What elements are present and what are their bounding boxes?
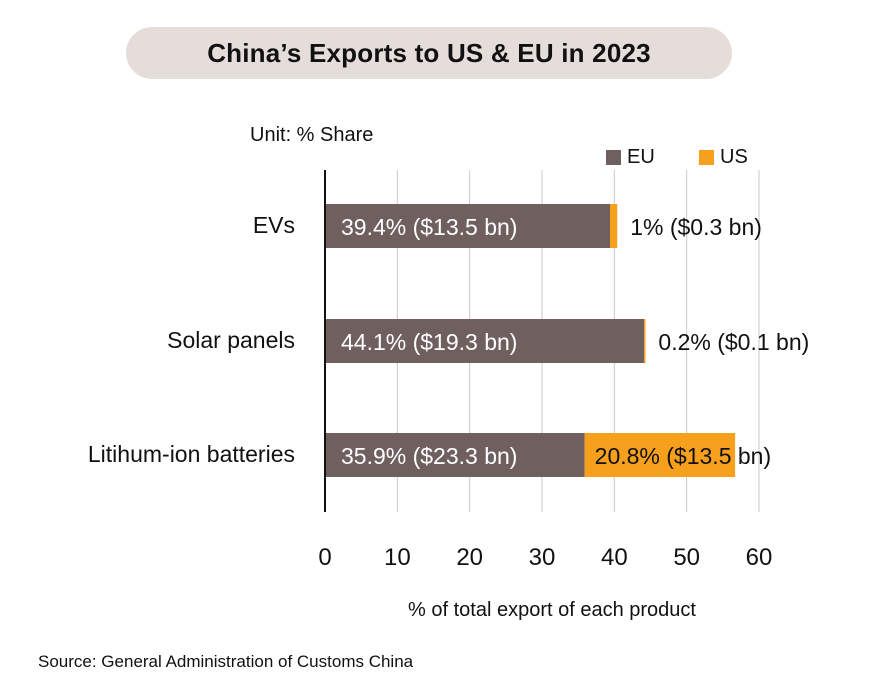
x-axis-label: % of total export of each product xyxy=(408,599,696,621)
bar-us xyxy=(584,433,736,477)
x-tick-label: 20 xyxy=(456,544,483,571)
legend-swatch-us xyxy=(699,150,714,165)
us-data-label: 1% ($0.3 bn) xyxy=(630,214,762,240)
eu-data-label: 35.9% ($23.3 bn) xyxy=(341,443,517,469)
legend-label-us: US xyxy=(720,146,748,168)
chart-title: China’s Exports to US & EU in 2023 xyxy=(207,37,651,68)
legend-swatch-eu xyxy=(606,150,621,165)
bar-us xyxy=(643,319,646,363)
us-data-label: 20.8% ($13.5 bn) xyxy=(595,443,771,469)
x-tick-label: 10 xyxy=(384,544,411,571)
unit-label: Unit: % Share xyxy=(250,124,374,146)
category-label: Litihum-ion batteries xyxy=(88,441,295,467)
bar-us xyxy=(609,204,618,248)
bar-eu xyxy=(325,433,585,477)
category-label: EVs xyxy=(253,212,295,238)
x-tick-label: 50 xyxy=(673,544,700,571)
x-tick-label: 0 xyxy=(318,544,331,571)
category-label: Solar panels xyxy=(167,327,295,353)
eu-data-label: 44.1% ($19.3 bn) xyxy=(341,329,517,355)
chart-title-banner: China’s Exports to US & EU in 2023 xyxy=(126,27,732,79)
eu-data-label: 39.4% ($13.5 bn) xyxy=(341,214,517,240)
bar-eu xyxy=(325,204,610,248)
x-tick-label: 30 xyxy=(529,544,556,571)
source-note: Source: General Administration of Custom… xyxy=(38,652,414,671)
x-tick-label: 60 xyxy=(746,544,773,571)
x-tick-label: 40 xyxy=(601,544,628,571)
bar-eu xyxy=(325,319,644,363)
us-data-label: 0.2% ($0.1 bn) xyxy=(658,329,809,355)
legend-label-eu: EU xyxy=(627,146,655,168)
